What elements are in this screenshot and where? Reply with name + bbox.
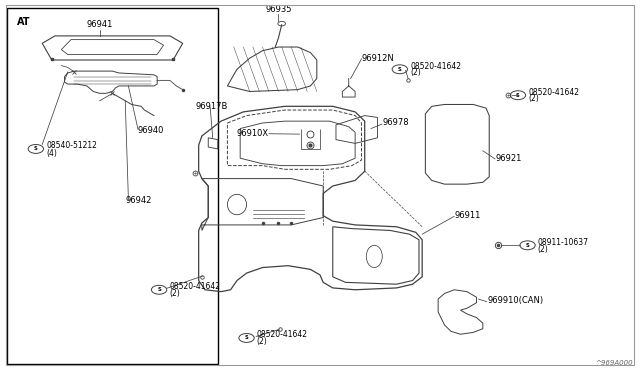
Text: S: S — [398, 67, 402, 72]
Text: 96940: 96940 — [138, 126, 164, 135]
Text: 96912N: 96912N — [362, 54, 394, 62]
Text: S: S — [516, 93, 520, 98]
Text: 96935: 96935 — [265, 5, 292, 14]
Text: 96978: 96978 — [383, 119, 409, 128]
Text: AT: AT — [17, 17, 30, 28]
Text: ^969A000: ^969A000 — [595, 360, 633, 366]
Text: 96917B: 96917B — [195, 102, 228, 111]
Text: S: S — [157, 287, 161, 292]
Text: S: S — [34, 147, 38, 151]
Text: S: S — [525, 243, 529, 248]
Text: (2): (2) — [170, 289, 180, 298]
Text: 08520-41642: 08520-41642 — [257, 330, 308, 340]
Text: 96910X: 96910X — [237, 128, 269, 138]
Text: 08520-41642: 08520-41642 — [410, 62, 461, 71]
Text: (2): (2) — [410, 68, 420, 77]
Text: S: S — [244, 336, 248, 340]
Text: 969910(CAN): 969910(CAN) — [487, 296, 543, 305]
Bar — [7, 8, 218, 364]
Text: 08520-41642: 08520-41642 — [170, 282, 220, 291]
Text: (4): (4) — [47, 149, 58, 158]
Text: 96941: 96941 — [86, 20, 113, 29]
Text: (2): (2) — [528, 94, 539, 103]
Text: (2): (2) — [257, 337, 268, 346]
Text: (2): (2) — [538, 244, 548, 253]
Text: 08520-41642: 08520-41642 — [528, 88, 579, 97]
Text: 08911-10637: 08911-10637 — [538, 238, 589, 247]
Text: 08540-51212: 08540-51212 — [47, 141, 97, 151]
Text: 96921: 96921 — [495, 154, 522, 163]
Text: 96911: 96911 — [454, 211, 481, 220]
Text: 96942: 96942 — [125, 196, 152, 205]
